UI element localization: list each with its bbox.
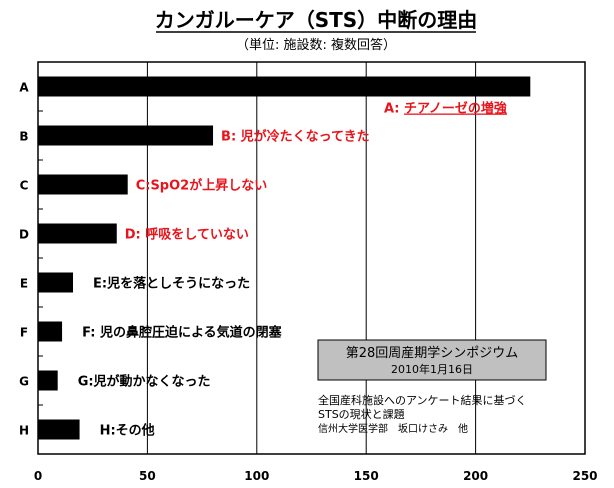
bar-f [38,321,63,342]
bar-label-a: A: チアノーゼの増強 [384,101,507,117]
source-box [317,339,547,381]
chart-subtitle: （単位: 施設数: 複数回答） [236,37,396,53]
bar-d [38,223,117,244]
category-label-g: G [19,375,29,389]
category-label-h: H [19,424,29,438]
category-labels: A B C D E F G H [19,81,29,438]
bar-g [38,370,58,391]
source-date: 2010年1月16日 [391,362,473,376]
bar-label-h: H:その他 [100,423,155,439]
bar-label-g: G:児が動かなくなった [78,374,211,390]
source-note-line3: 信州大学医学部 坂口けさみ 他 [318,422,468,435]
y-axis-ticks [38,110,43,406]
bar-a [38,76,531,97]
x-tick-label: 100 [244,469,269,483]
x-tick-label: 250 [572,469,597,483]
bar-label-e: E:児を落としそうになった [93,276,250,292]
source-note-line2: STSの現状と課題 [318,407,405,421]
chart-title: カンガルーケア（STS）中断の理由 [155,8,477,32]
bar-c [38,174,128,195]
bar-label-c: C:SpO2が上昇しない [136,178,268,194]
x-tick-label: 200 [463,469,488,483]
bar-label-d: D: 呼吸をしていない [125,227,249,243]
bar-b [38,125,214,146]
bar-label-b: B: 児が冷たくなってきた [221,129,370,145]
bars [38,76,531,440]
category-label-e: E [20,277,28,291]
category-label-d: D [19,228,29,242]
source-title: 第28回周産期学シンポジウム [346,345,519,361]
category-label-b: B [19,130,28,144]
category-label-f: F [20,326,28,340]
x-axis-tick-labels: 0 50 100 150 200 250 [34,469,598,483]
category-label-c: C [20,179,29,193]
source-note-line1: 全国産科施設へのアンケート結果に基づく [318,393,527,407]
bar-h [38,419,80,440]
x-tick-label: 150 [354,469,379,483]
x-tick-label: 50 [139,469,156,483]
bar-e [38,272,74,293]
category-label-a: A [19,81,29,95]
x-tick-label: 0 [34,469,42,483]
bar-label-f: F: 児の鼻腔圧迫による気道の閉塞 [82,325,283,341]
bar-labels: A: チアノーゼの増強 B: 児が冷たくなってきた C:SpO2が上昇しない D: 呼… [78,101,507,439]
